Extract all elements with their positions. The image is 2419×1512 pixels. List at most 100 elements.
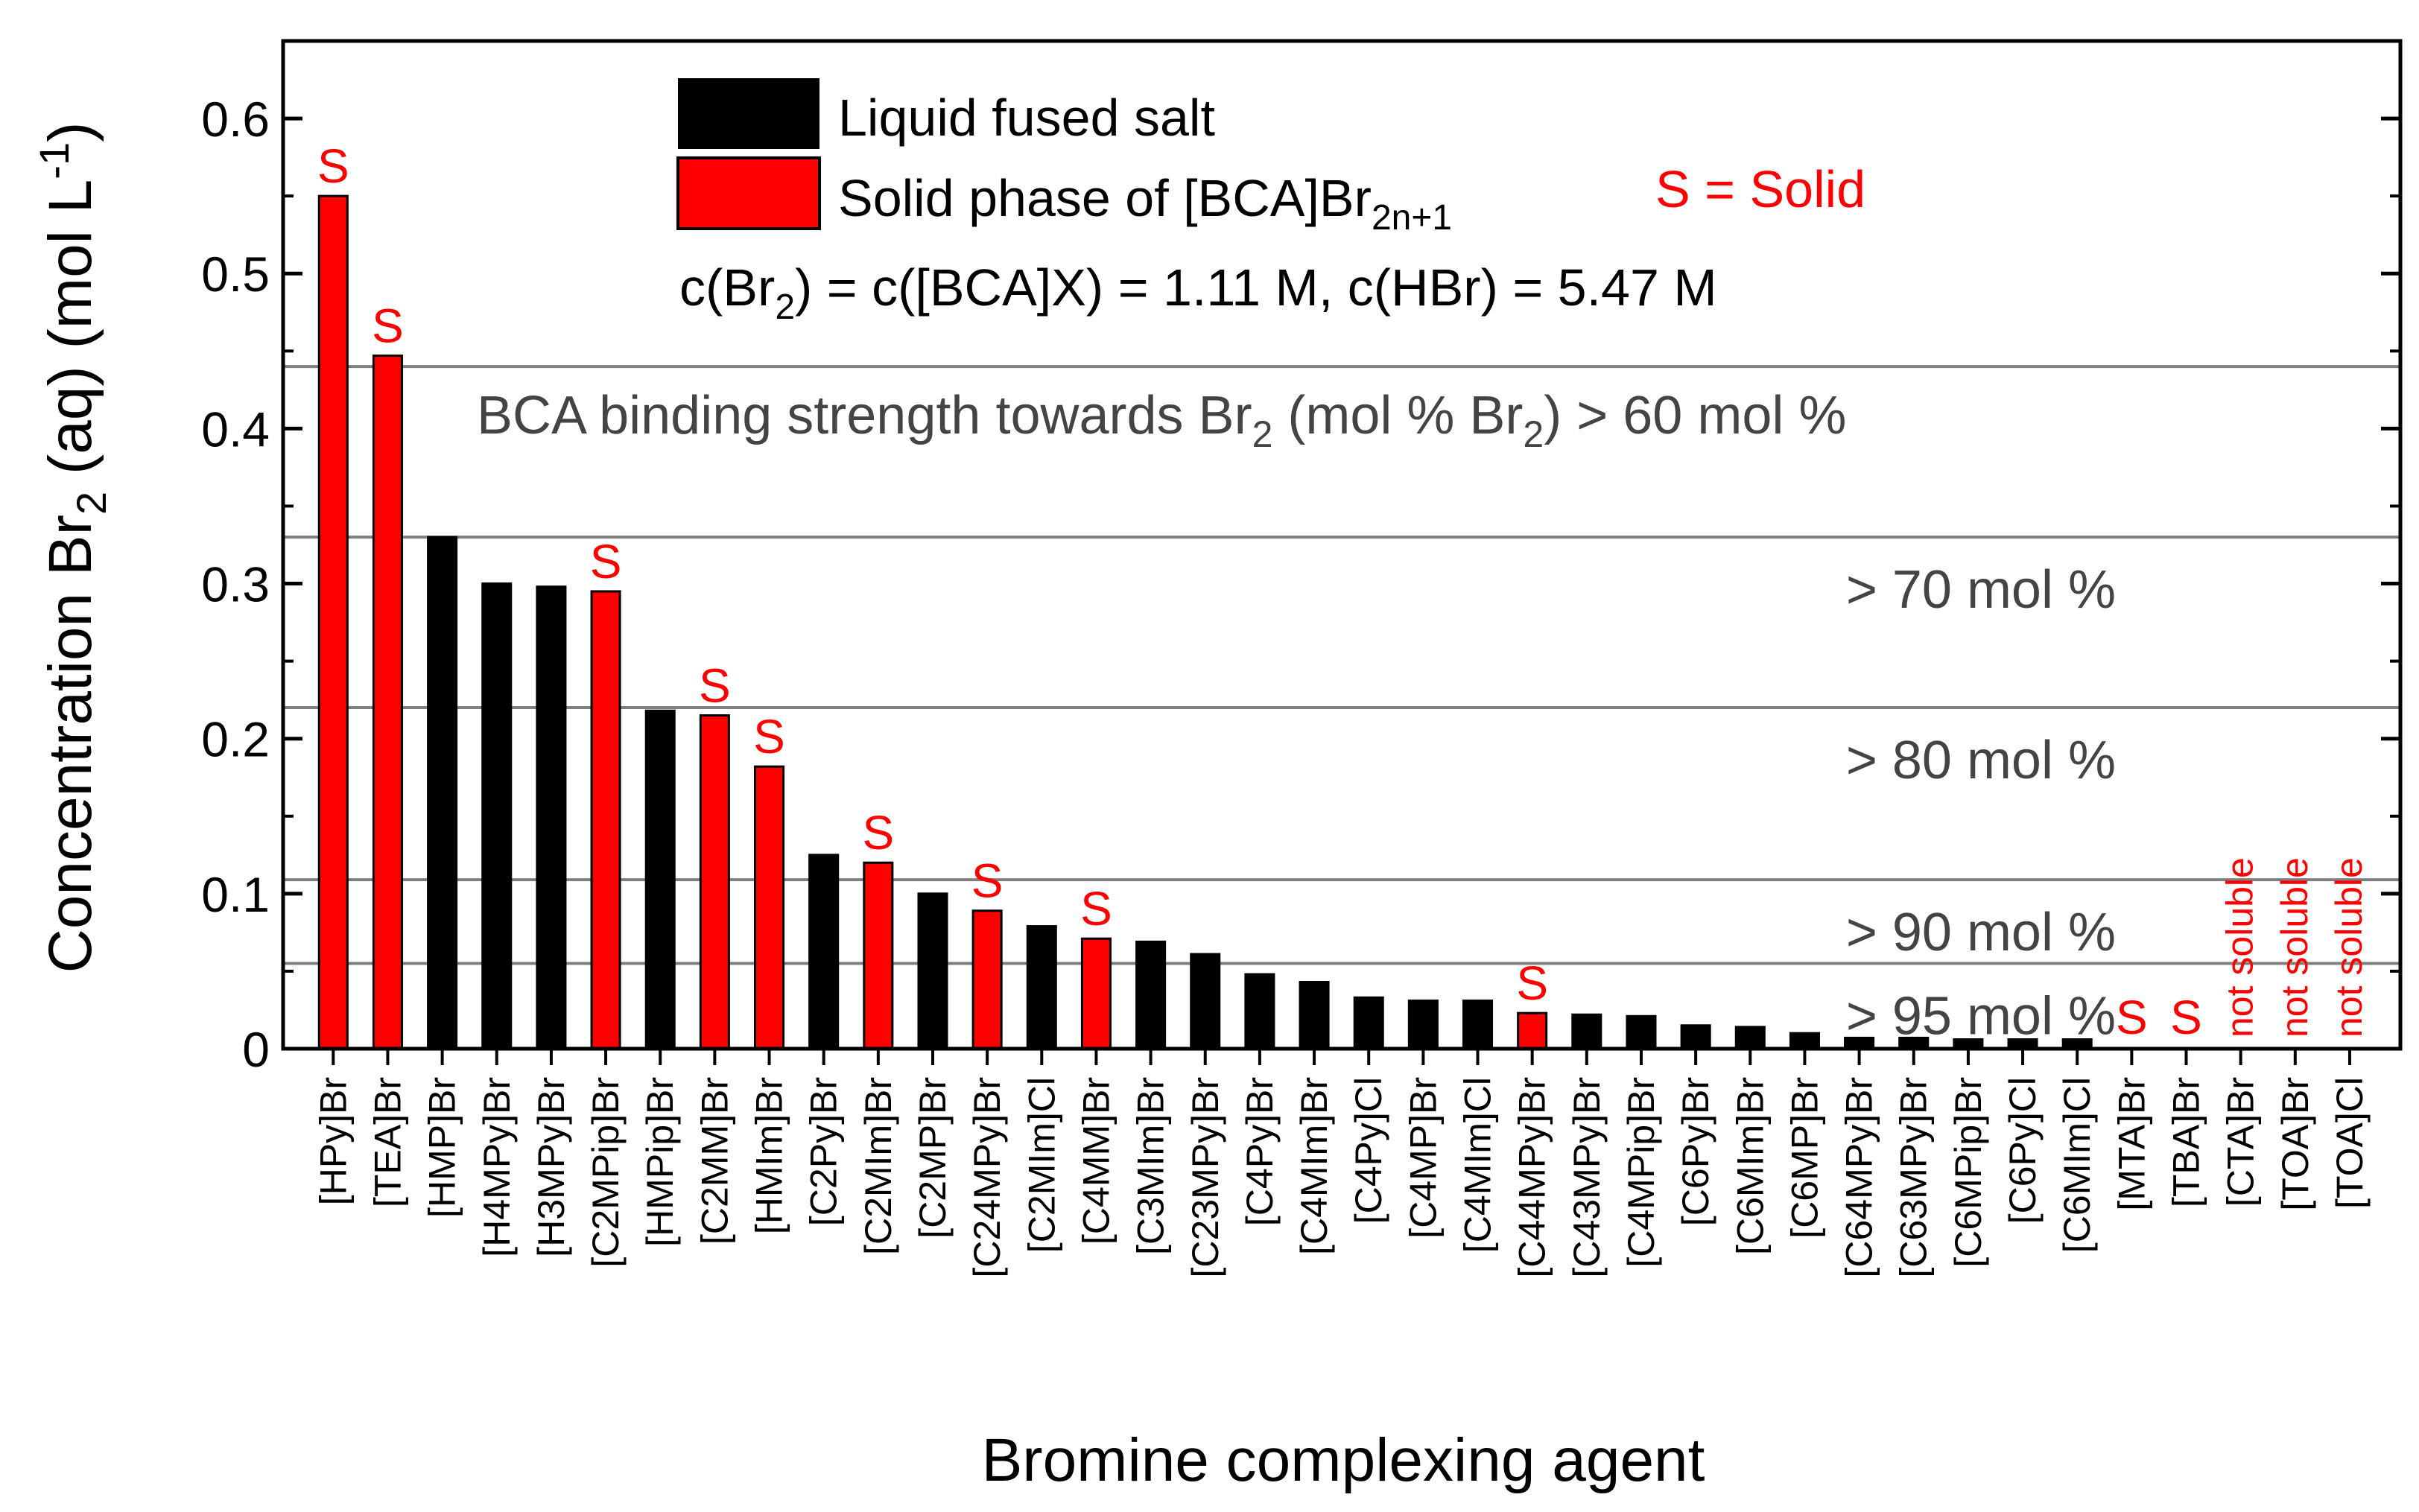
- solid-marker: S: [2170, 991, 2202, 1044]
- condition-text: c(Br2) = c([BCA]X) = 1.11 M, c(HBr) = 5.…: [679, 258, 1717, 327]
- x-tick-label: [TEA]Br: [367, 1077, 408, 1207]
- reference-line-label: > 70 mol %: [1846, 560, 2116, 620]
- y-tick-label: 0.6: [201, 92, 270, 147]
- x-tick-label: [C2Py]Br: [803, 1077, 845, 1226]
- bar: [1626, 1014, 1657, 1050]
- y-axis-ticks: 0 0.1 0.2 0.3 0.4 0.5 0.6: [201, 92, 2400, 1077]
- x-tick-label: [C24MPy]Br: [966, 1077, 1008, 1278]
- bar: [1680, 1024, 1711, 1050]
- bar: [1517, 1011, 1548, 1050]
- bar: [754, 765, 785, 1050]
- y-tick-label: 0.5: [201, 247, 270, 302]
- y-axis-title: Concentration Br2 (aq) (mol L-1): [31, 122, 115, 973]
- solid-marker: S: [2116, 991, 2148, 1044]
- reference-lines: [283, 365, 2400, 965]
- bar: [481, 582, 513, 1050]
- reference-line-label: > 80 mol %: [1846, 731, 2116, 790]
- bar: [699, 714, 730, 1050]
- bar: [644, 709, 676, 1050]
- bar: [1734, 1026, 1766, 1050]
- x-tick-label: [C4MPip]Br: [1620, 1077, 1662, 1268]
- y-tick-label: 0.3: [201, 557, 270, 612]
- x-tick-label: [C6MP]Br: [1784, 1077, 1825, 1239]
- solid-note: S = Solid: [1655, 160, 1865, 218]
- x-axis-title: Bromine complexing agent: [982, 1426, 1705, 1494]
- x-tick-label: [C4Py]Cl: [1348, 1077, 1389, 1224]
- x-tick-label: [C2MM]Br: [694, 1077, 735, 1245]
- x-tick-label: [C23MPy]Br: [1185, 1077, 1226, 1278]
- not-soluble-marker: not soluble: [2274, 857, 2315, 1038]
- bar: [372, 355, 403, 1050]
- legend-label-solid: Solid phase of [BCA]Br2n+1: [838, 169, 1452, 238]
- y-tick-label: 0.4: [201, 401, 270, 457]
- binding-strength-title: BCA binding strength towards Br2 (mol % …: [477, 386, 1846, 455]
- bar: [1407, 999, 1439, 1050]
- legend-swatch-solid: [676, 156, 821, 230]
- not-soluble-marker: not soluble: [2219, 857, 2261, 1038]
- bar: [1080, 937, 1112, 1050]
- x-tick-label: [H3MPy]Br: [530, 1077, 572, 1257]
- solid-marker: S: [372, 299, 404, 353]
- bar: [808, 854, 840, 1050]
- solid-marker: S: [753, 710, 785, 763]
- bar: [427, 536, 458, 1050]
- x-tick-label: [H4MPy]Br: [476, 1077, 518, 1257]
- x-tick-label: [C43MPy]Br: [1566, 1077, 1608, 1278]
- solid-marker: S: [1080, 882, 1112, 936]
- plot-frame: [281, 39, 2403, 1051]
- x-tick-label: [HMPip]Br: [639, 1077, 681, 1247]
- bars: [317, 194, 2093, 1050]
- bar: [863, 861, 894, 1050]
- solid-marker: S: [699, 658, 731, 712]
- x-tick-label: [C2MP]Br: [912, 1077, 954, 1239]
- x-tick-label: [C6Py]Br: [1675, 1077, 1716, 1226]
- x-tick-label: [TBA]Br: [2166, 1077, 2207, 1207]
- reference-line-label: > 95 mol %: [1846, 987, 2116, 1046]
- bar: [917, 892, 948, 1050]
- x-tick-label: [C2MPip]Br: [585, 1077, 627, 1268]
- x-tick-label: [HMP]Br: [422, 1077, 463, 1218]
- solid-marker: S: [590, 535, 622, 588]
- x-tick-label: [HMIm]Br: [749, 1077, 790, 1234]
- y-tick-label: 0: [242, 1022, 270, 1077]
- reference-line-labels: > 70 mol % > 80 mol % > 90 mol % > 95 mol %: [1846, 560, 2116, 1046]
- x-tick-label: [MTA]Br: [2111, 1077, 2152, 1211]
- bar: [1571, 1013, 1602, 1050]
- legend-label-liquid: Liquid fused salt: [838, 89, 1215, 147]
- legend-swatch-liquid: [678, 78, 819, 149]
- y-tick-label: 0.1: [201, 867, 270, 922]
- x-tick-label: [C6MIm]Br: [1729, 1077, 1771, 1255]
- y-tick-label: 0.2: [201, 712, 270, 767]
- bar: [590, 590, 621, 1050]
- bar: [1026, 925, 1057, 1050]
- reference-line-label: > 90 mol %: [1846, 903, 2116, 962]
- x-tick-label: [C4MIm]Br: [1293, 1077, 1335, 1255]
- solid-marker: S: [862, 806, 894, 860]
- bar: [536, 585, 567, 1050]
- x-tick-label: [HPy]Br: [312, 1077, 354, 1205]
- x-tick-label: [C6Py]Cl: [2002, 1077, 2044, 1224]
- x-tick-label: [C3MIm]Br: [1130, 1077, 1172, 1255]
- solid-marker: S: [971, 854, 1004, 908]
- x-tick-label: [C64MPy]Br: [1839, 1077, 1880, 1278]
- x-tick-label: [C63MPy]Br: [1893, 1077, 1935, 1278]
- x-tick-label: [C4MIm]Cl: [1457, 1077, 1499, 1253]
- bar: [971, 909, 1003, 1050]
- bar: [317, 194, 349, 1050]
- x-tick-labels: [HPy]Br [TEA]Br [HMP]Br [H4MPy]Br [H3MPy]Br […: [312, 1077, 2371, 1278]
- x-tick-label: [C2MIm]Cl: [1021, 1077, 1062, 1253]
- bar: [1789, 1032, 1820, 1050]
- bar: [1135, 940, 1167, 1050]
- x-tick-label: [C4Py]Br: [1239, 1077, 1281, 1226]
- solid-marker: S: [317, 139, 349, 193]
- bar: [1462, 999, 1494, 1050]
- x-tick-label: [C4MP]Br: [1402, 1077, 1444, 1239]
- x-tick-label: [TOA]Cl: [2329, 1077, 2371, 1209]
- bar: [1299, 980, 1330, 1050]
- not-soluble-markers: not soluble not soluble not soluble: [2219, 857, 2370, 1038]
- x-tick-label: [C4MM]Br: [1075, 1077, 1117, 1245]
- x-tick-label: [C6MPip]Br: [1947, 1077, 1989, 1268]
- x-tick-label: [CTA]Br: [2220, 1077, 2262, 1207]
